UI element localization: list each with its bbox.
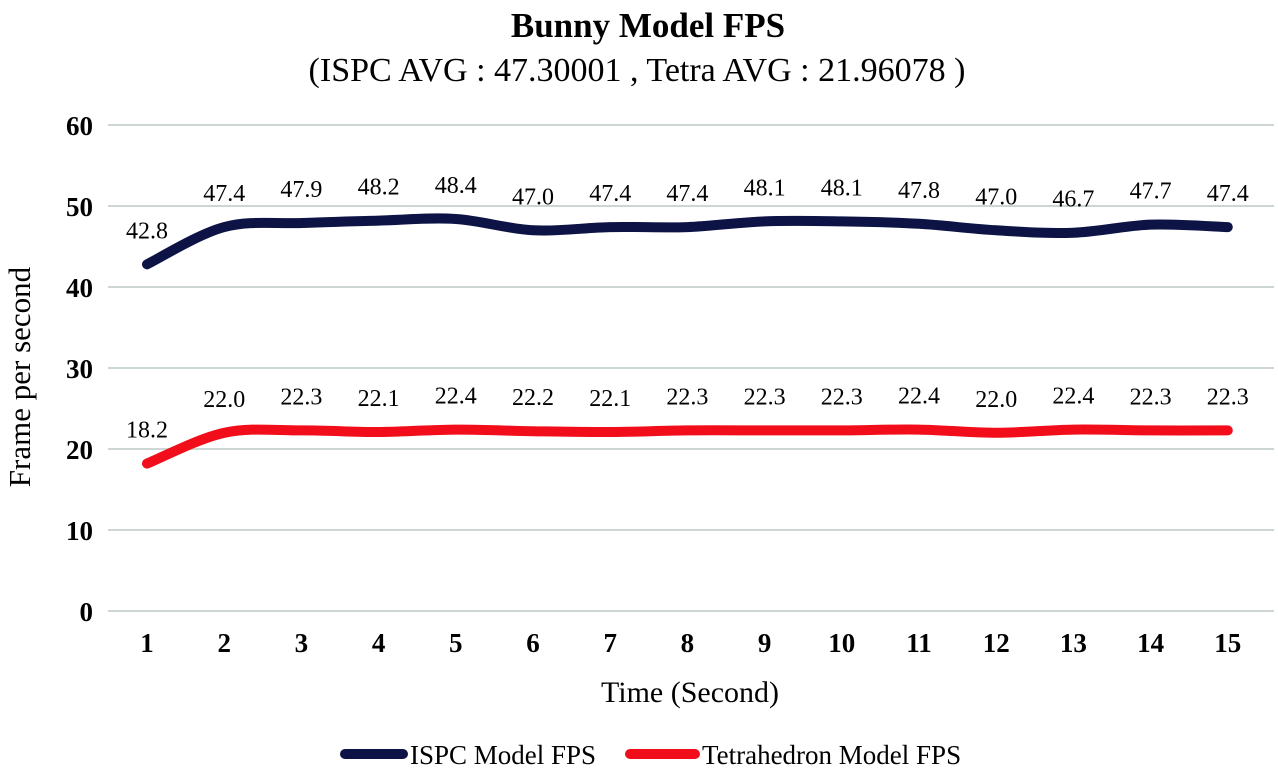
y-tick-label: 60 (66, 111, 93, 141)
x-tick-label: 14 (1137, 628, 1164, 658)
data-point-label: 22.2 (512, 385, 554, 411)
x-tick-label: 2 (217, 628, 231, 658)
x-tick-label: 8 (681, 628, 695, 658)
data-point-label: 47.4 (666, 181, 708, 207)
data-point-label: 22.3 (1130, 384, 1172, 410)
data-point-label: 22.1 (358, 386, 400, 412)
gridlines-layer (108, 124, 1274, 612)
x-tick-label: 6 (526, 628, 540, 658)
x-tick-label: 5 (449, 628, 463, 658)
data-point-label: 47.4 (203, 181, 245, 207)
x-axis-tick-labels: 1 2 3 4 5 6 7 8 9 10 11 12 13 14 15 (140, 628, 1241, 658)
x-tick-label: 15 (1214, 628, 1241, 658)
y-tick-label: 40 (66, 273, 93, 303)
x-tick-label: 12 (983, 628, 1010, 658)
data-point-label: 42.8 (126, 218, 168, 244)
series-line-tetrahedron (142, 424, 1233, 469)
x-tick-label: 10 (828, 628, 855, 658)
legend-ispc-label: ISPC Model FPS (410, 740, 596, 770)
data-point-label: 22.3 (821, 384, 863, 410)
data-point-label: 47.4 (1207, 181, 1249, 207)
y-tick-label: 0 (80, 597, 94, 627)
x-tick-label: 11 (906, 628, 932, 658)
series-lines-layer (142, 213, 1233, 469)
data-point-label: 22.3 (744, 384, 786, 410)
data-point-label: 18.2 (126, 418, 168, 444)
y-tick-label: 20 (66, 435, 93, 465)
data-point-label: 47.7 (1130, 179, 1172, 205)
y-axis-tick-labels: 0 10 20 30 40 50 60 (66, 111, 93, 627)
x-tick-label: 3 (295, 628, 309, 658)
data-point-label: 22.0 (975, 387, 1017, 413)
chart-subtitle: (ISPC AVG : 47.30001 , Tetra AVG : 21.96… (309, 52, 966, 89)
data-point-labels-layer: 42.8 47.4 47.9 48.2 48.4 47.0 47.4 47.4 48.1 48.1… (126, 173, 1249, 444)
data-point-label: 47.0 (512, 184, 554, 210)
data-point-label: 22.4 (898, 384, 940, 410)
data-point-label: 48.1 (821, 175, 863, 201)
data-point-label: 46.7 (1052, 187, 1094, 213)
x-tick-label: 4 (372, 628, 386, 658)
x-tick-label: 1 (140, 628, 154, 658)
data-point-label: 47.8 (898, 178, 940, 204)
data-point-label: 47.4 (589, 181, 631, 207)
data-point-label: 22.0 (203, 387, 245, 413)
data-point-label: 22.3 (1207, 384, 1249, 410)
x-tick-label: 9 (758, 628, 772, 658)
data-point-label: 22.3 (666, 384, 708, 410)
data-point-label: 22.4 (435, 384, 477, 410)
data-point-label: 47.9 (280, 177, 322, 203)
data-point-label: 48.2 (358, 175, 400, 201)
y-tick-label: 50 (66, 192, 93, 222)
legend: ISPC Model FPS Tetrahedron Model FPS (340, 740, 961, 770)
x-tick-label: 13 (1060, 628, 1087, 658)
data-point-label: 22.3 (280, 384, 322, 410)
legend-tetrahedron-label: Tetrahedron Model FPS (702, 740, 961, 770)
data-point-label: 48.1 (744, 175, 786, 201)
data-point-label: 48.4 (435, 173, 477, 199)
series-line-ispc (142, 213, 1233, 270)
y-tick-label: 10 (66, 516, 93, 546)
data-point-label: 22.1 (589, 386, 631, 412)
chart-title: Bunny Model FPS (511, 6, 785, 45)
y-axis-title: Frame per second (2, 266, 37, 487)
x-axis-title: Time (Second) (601, 676, 779, 709)
y-tick-label: 30 (66, 354, 93, 384)
data-point-label: 47.0 (975, 184, 1017, 210)
data-point-label: 22.4 (1052, 384, 1094, 410)
x-tick-label: 7 (603, 628, 617, 658)
